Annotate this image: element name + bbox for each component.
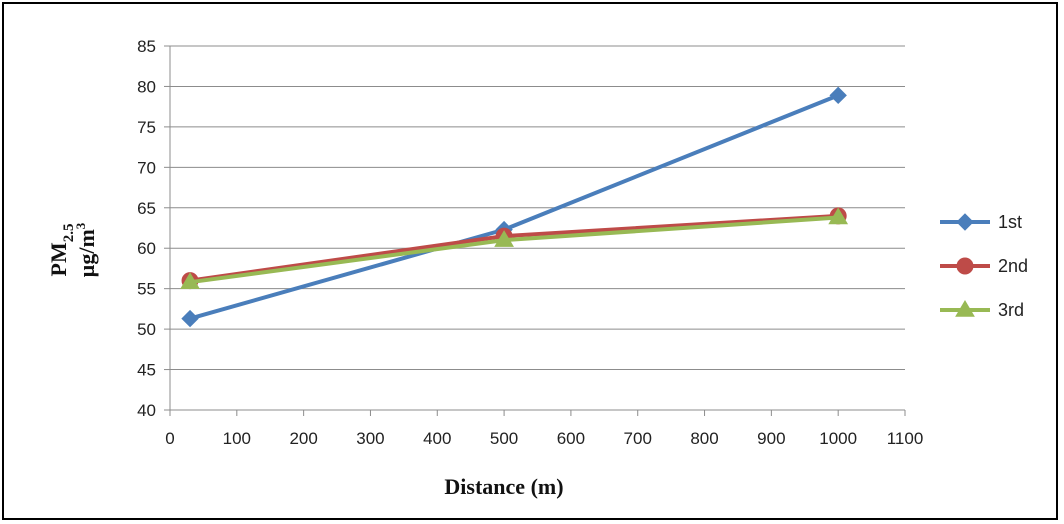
svg-text:µg/m3: µg/m3 <box>73 222 99 277</box>
x-tick-label-700: 700 <box>624 429 652 448</box>
data-point-1st-2 <box>829 86 847 105</box>
y-axis-title-sub: 2.5 <box>61 224 77 243</box>
y-tick-label-45: 45 <box>137 361 156 380</box>
legend-marker-1st <box>956 213 974 231</box>
x-tick-label-400: 400 <box>423 429 451 448</box>
y-tick-label-70: 70 <box>137 158 156 177</box>
legend-label-3rd: 3rd <box>998 300 1024 320</box>
data-point-1st-0 <box>181 309 199 328</box>
y-tick-labels: 40 45 50 55 60 65 70 75 80 85 <box>137 37 156 420</box>
x-tick-label-1000: 1000 <box>819 429 857 448</box>
x-tick-label-300: 300 <box>356 429 384 448</box>
x-tick-labels: 0 100 200 300 400 500 600 700 800 900 1000 1100 <box>165 429 923 448</box>
legend: 1st 2nd 3rd <box>940 212 1028 320</box>
y-axis-title-unit: µg/m <box>74 229 99 277</box>
y-tick-label-55: 55 <box>137 280 156 299</box>
x-tick-label-600: 600 <box>557 429 585 448</box>
x-tick-label-500: 500 <box>490 429 518 448</box>
data-point-3rd-1 <box>494 230 514 247</box>
x-tick-label-200: 200 <box>289 429 317 448</box>
x-tick-label-1100: 1100 <box>887 429 924 448</box>
y-tick-label-80: 80 <box>137 77 156 96</box>
x-tick-label-900: 900 <box>757 429 785 448</box>
series-line-1st <box>189 93 839 321</box>
svg-text:PM2.5: PM2.5 <box>46 224 77 277</box>
y-tick-label-50: 50 <box>137 320 156 339</box>
y-tick-label-85: 85 <box>137 37 156 56</box>
x-tick-label-100: 100 <box>223 429 251 448</box>
y-tick-label-75: 75 <box>137 118 156 137</box>
x-tick-label-800: 800 <box>690 429 718 448</box>
legend-item-1st: 1st <box>940 212 1022 232</box>
y-tick-label-40: 40 <box>137 401 156 420</box>
y-axis-title-pm: PM <box>46 242 71 276</box>
series-3rd <box>180 207 849 289</box>
legend-marker-3rd <box>955 300 975 317</box>
axes <box>164 45 906 416</box>
x-tick-label-0: 0 <box>165 429 174 448</box>
legend-marker-2nd <box>956 257 974 275</box>
legend-label-1st: 1st <box>998 212 1022 232</box>
x-axis-title: Distance (m) <box>444 474 563 499</box>
series-1st <box>181 86 847 328</box>
y-axis-title: PM2.5 µg/m3 <box>46 222 99 277</box>
data-point-3rd-2 <box>828 207 849 225</box>
gridlines <box>170 45 905 411</box>
series-group <box>180 86 849 328</box>
data-point-3rd-0 <box>180 272 200 289</box>
legend-label-2nd: 2nd <box>998 256 1028 276</box>
legend-item-2nd: 2nd <box>940 256 1028 276</box>
legend-item-3rd: 3rd <box>940 300 1024 320</box>
y-tick-label-65: 65 <box>137 199 156 218</box>
y-tick-label-60: 60 <box>137 239 156 258</box>
y-axis-title-sup: 3 <box>73 222 88 229</box>
